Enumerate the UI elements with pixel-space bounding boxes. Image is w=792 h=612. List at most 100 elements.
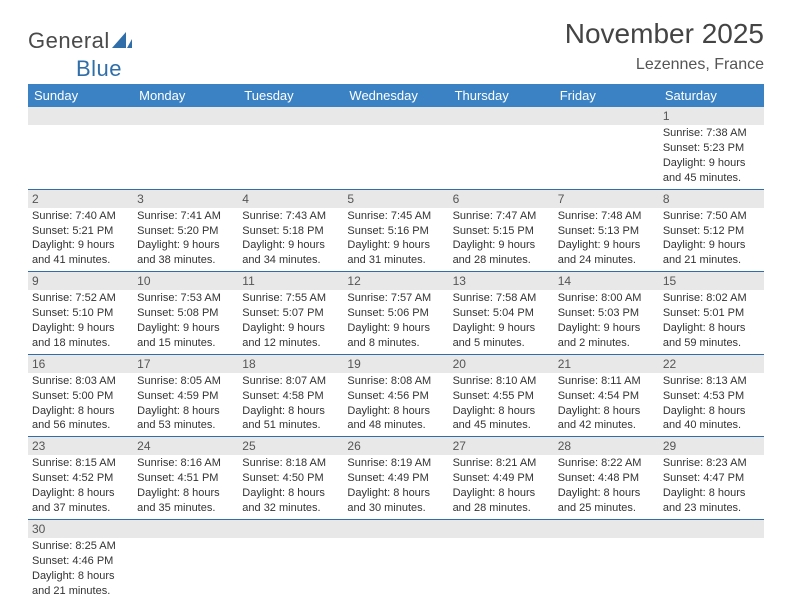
header-row: General Blue November 2025 Lezennes, Fran… <box>28 18 764 84</box>
sunset-text: Sunset: 5:20 PM <box>137 224 234 239</box>
day-details: Sunrise: 8:19 AMSunset: 4:49 PMDaylight:… <box>343 455 448 518</box>
calendar-cell <box>449 519 554 601</box>
sunrise-text: Sunrise: 8:00 AM <box>558 291 655 306</box>
day-number <box>343 107 448 125</box>
day-number: 11 <box>238 272 343 290</box>
calendar-cell <box>659 519 764 601</box>
sunset-text: Sunset: 5:01 PM <box>663 306 760 321</box>
sunset-text: Sunset: 4:52 PM <box>32 471 129 486</box>
daylight-text: Daylight: 9 hours and 21 minutes. <box>663 238 760 268</box>
day-header: Sunday <box>28 84 133 107</box>
day-number: 4 <box>238 190 343 208</box>
day-number: 1 <box>659 107 764 125</box>
day-details: Sunrise: 8:23 AMSunset: 4:47 PMDaylight:… <box>659 455 764 518</box>
daylight-text: Daylight: 8 hours and 42 minutes. <box>558 404 655 434</box>
calendar-week: 30Sunrise: 8:25 AMSunset: 4:46 PMDayligh… <box>28 519 764 601</box>
day-number: 14 <box>554 272 659 290</box>
sunset-text: Sunset: 4:58 PM <box>242 389 339 404</box>
sunset-text: Sunset: 4:48 PM <box>558 471 655 486</box>
daylight-text: Daylight: 8 hours and 21 minutes. <box>32 569 129 599</box>
daylight-text: Daylight: 8 hours and 48 minutes. <box>347 404 444 434</box>
day-details: Sunrise: 8:00 AMSunset: 5:03 PMDaylight:… <box>554 290 659 353</box>
sunset-text: Sunset: 4:50 PM <box>242 471 339 486</box>
sunrise-text: Sunrise: 7:57 AM <box>347 291 444 306</box>
sunrise-text: Sunrise: 7:43 AM <box>242 209 339 224</box>
sunset-text: Sunset: 5:00 PM <box>32 389 129 404</box>
day-details: Sunrise: 8:18 AMSunset: 4:50 PMDaylight:… <box>238 455 343 518</box>
sunrise-text: Sunrise: 8:22 AM <box>558 456 655 471</box>
calendar-cell: 9Sunrise: 7:52 AMSunset: 5:10 PMDaylight… <box>28 272 133 355</box>
sunrise-text: Sunrise: 7:48 AM <box>558 209 655 224</box>
calendar-week: 9Sunrise: 7:52 AMSunset: 5:10 PMDaylight… <box>28 272 764 355</box>
title-block: November 2025 Lezennes, France <box>565 18 764 84</box>
sunset-text: Sunset: 5:21 PM <box>32 224 129 239</box>
day-number <box>133 520 238 538</box>
day-details: Sunrise: 8:07 AMSunset: 4:58 PMDaylight:… <box>238 373 343 436</box>
sunset-text: Sunset: 5:10 PM <box>32 306 129 321</box>
calendar-cell: 30Sunrise: 8:25 AMSunset: 4:46 PMDayligh… <box>28 519 133 601</box>
calendar-cell <box>133 519 238 601</box>
sunrise-text: Sunrise: 7:40 AM <box>32 209 129 224</box>
sunset-text: Sunset: 4:49 PM <box>347 471 444 486</box>
daylight-text: Daylight: 8 hours and 37 minutes. <box>32 486 129 516</box>
day-number: 26 <box>343 437 448 455</box>
logo-word-1: General <box>28 28 110 53</box>
logo-word-2: Blue <box>76 56 122 81</box>
sunset-text: Sunset: 4:54 PM <box>558 389 655 404</box>
calendar-cell: 10Sunrise: 7:53 AMSunset: 5:08 PMDayligh… <box>133 272 238 355</box>
day-number: 3 <box>133 190 238 208</box>
daylight-text: Daylight: 9 hours and 8 minutes. <box>347 321 444 351</box>
day-number: 18 <box>238 355 343 373</box>
sunset-text: Sunset: 4:47 PM <box>663 471 760 486</box>
day-number: 30 <box>28 520 133 538</box>
day-number: 19 <box>343 355 448 373</box>
calendar-cell: 18Sunrise: 8:07 AMSunset: 4:58 PMDayligh… <box>238 354 343 437</box>
day-details: Sunrise: 7:48 AMSunset: 5:13 PMDaylight:… <box>554 208 659 271</box>
day-number <box>238 520 343 538</box>
calendar-cell: 28Sunrise: 8:22 AMSunset: 4:48 PMDayligh… <box>554 437 659 520</box>
logo: General Blue <box>28 28 133 82</box>
calendar-week: 23Sunrise: 8:15 AMSunset: 4:52 PMDayligh… <box>28 437 764 520</box>
day-number <box>449 107 554 125</box>
sunset-text: Sunset: 4:53 PM <box>663 389 760 404</box>
calendar-cell <box>238 107 343 189</box>
sunset-text: Sunset: 5:07 PM <box>242 306 339 321</box>
day-header: Tuesday <box>238 84 343 107</box>
sunrise-text: Sunrise: 7:58 AM <box>453 291 550 306</box>
sunset-text: Sunset: 5:06 PM <box>347 306 444 321</box>
sunset-text: Sunset: 4:51 PM <box>137 471 234 486</box>
day-number: 8 <box>659 190 764 208</box>
day-header: Thursday <box>449 84 554 107</box>
sunrise-text: Sunrise: 8:13 AM <box>663 374 760 389</box>
sunset-text: Sunset: 5:18 PM <box>242 224 339 239</box>
day-details: Sunrise: 8:10 AMSunset: 4:55 PMDaylight:… <box>449 373 554 436</box>
day-details: Sunrise: 8:22 AMSunset: 4:48 PMDaylight:… <box>554 455 659 518</box>
sunset-text: Sunset: 5:03 PM <box>558 306 655 321</box>
day-number: 17 <box>133 355 238 373</box>
month-title: November 2025 <box>565 18 764 50</box>
daylight-text: Daylight: 9 hours and 18 minutes. <box>32 321 129 351</box>
daylight-text: Daylight: 8 hours and 30 minutes. <box>347 486 444 516</box>
calendar-cell: 6Sunrise: 7:47 AMSunset: 5:15 PMDaylight… <box>449 189 554 272</box>
calendar-page: General Blue November 2025 Lezennes, Fran… <box>0 0 792 601</box>
sunrise-text: Sunrise: 7:55 AM <box>242 291 339 306</box>
calendar-cell: 4Sunrise: 7:43 AMSunset: 5:18 PMDaylight… <box>238 189 343 272</box>
daylight-text: Daylight: 8 hours and 59 minutes. <box>663 321 760 351</box>
daylight-text: Daylight: 9 hours and 15 minutes. <box>137 321 234 351</box>
calendar-cell: 2Sunrise: 7:40 AMSunset: 5:21 PMDaylight… <box>28 189 133 272</box>
day-number: 22 <box>659 355 764 373</box>
day-header: Monday <box>133 84 238 107</box>
calendar-cell: 3Sunrise: 7:41 AMSunset: 5:20 PMDaylight… <box>133 189 238 272</box>
calendar-cell <box>554 107 659 189</box>
day-number: 23 <box>28 437 133 455</box>
day-details: Sunrise: 8:21 AMSunset: 4:49 PMDaylight:… <box>449 455 554 518</box>
day-number <box>449 520 554 538</box>
calendar-cell: 24Sunrise: 8:16 AMSunset: 4:51 PMDayligh… <box>133 437 238 520</box>
daylight-text: Daylight: 9 hours and 41 minutes. <box>32 238 129 268</box>
day-number <box>554 520 659 538</box>
day-number <box>659 520 764 538</box>
sunset-text: Sunset: 5:16 PM <box>347 224 444 239</box>
daylight-text: Daylight: 9 hours and 28 minutes. <box>453 238 550 268</box>
calendar-cell: 25Sunrise: 8:18 AMSunset: 4:50 PMDayligh… <box>238 437 343 520</box>
sunset-text: Sunset: 4:55 PM <box>453 389 550 404</box>
